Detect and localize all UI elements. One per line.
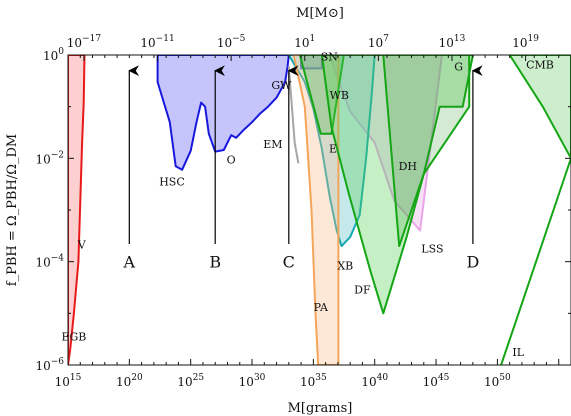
region-label-dh: DH [399,160,417,173]
region-label-g: G [454,61,463,74]
constraint-cmb [508,55,571,160]
region-label-v: V [77,239,87,252]
region-label-em: EM [263,138,282,151]
top-tick-label-7: 107 [368,34,389,50]
constraint-il [500,157,571,365]
constraint-df [320,55,474,315]
window-label-a: A [123,253,136,272]
constraint-e [298,55,345,135]
x-tick-label-30: 1030 [239,373,266,389]
region-label-pa: PA [314,301,329,314]
top-tick-label-17: 10−17 [67,34,102,50]
constraint-egb [68,55,86,365]
region-label-il: IL [512,346,524,359]
constraint-gw [287,66,300,164]
region-label-e: E [329,142,337,155]
region-label-gw: GW [271,79,292,92]
y-tick-label-6: 10−6 [35,357,64,373]
region-label-wb: WB [330,89,349,102]
constraint-wb [328,55,443,232]
top-axis-label: M[M⊙] [296,6,344,21]
axes: 1015 1020 1025 1030 1035 1040 1045 1050 10−17 10−… [35,34,571,389]
top-tick-label-19: 1019 [512,34,539,50]
region-label-lss: LSS [421,243,443,256]
region-label-xb: XB [337,260,353,273]
x-tick-label-20: 1020 [116,373,143,389]
top-tick-label-1: 101 [294,34,315,50]
region-label-o: O [227,153,236,166]
region-label-hsc: HSC [159,175,185,188]
constraint-pa [292,55,340,365]
window-label-c: C [283,253,295,272]
x-tick-label-45: 1045 [423,373,450,389]
window-label-d: D [466,253,479,272]
x-tick-label-40: 1040 [361,373,388,389]
y-tick-label-0: 100 [43,47,64,63]
y-axis-label: f_PBH = Ω_PBH/Ω_DM [5,134,20,286]
window-label-b: B [209,253,221,272]
y-tick-label-2: 10−2 [35,150,64,166]
top-tick-label-13: 1013 [439,34,466,50]
x-tick-label-15: 1015 [55,373,82,389]
x-tick-label-50: 1050 [484,373,511,389]
x-tick-label-35: 1035 [300,373,327,389]
x-axis-label: M[grams] [288,401,353,416]
window-markers: A B C D [123,65,483,272]
top-tick-label-11: 10−11 [140,34,174,50]
constraint-hsc [156,55,290,171]
x-tick-label-25: 1025 [177,373,204,389]
constraint-sn [300,55,323,70]
constraint-regions [68,55,571,365]
region-label-sn: SN [321,51,339,64]
region-label-egb: EGB [61,330,86,343]
constraint-g [382,55,471,248]
region-label-df: DF [354,284,371,297]
y-tick-label-4: 10−4 [35,254,64,270]
top-tick-label-5: 10−5 [217,34,246,50]
region-label-cmb: CMB [526,58,554,71]
